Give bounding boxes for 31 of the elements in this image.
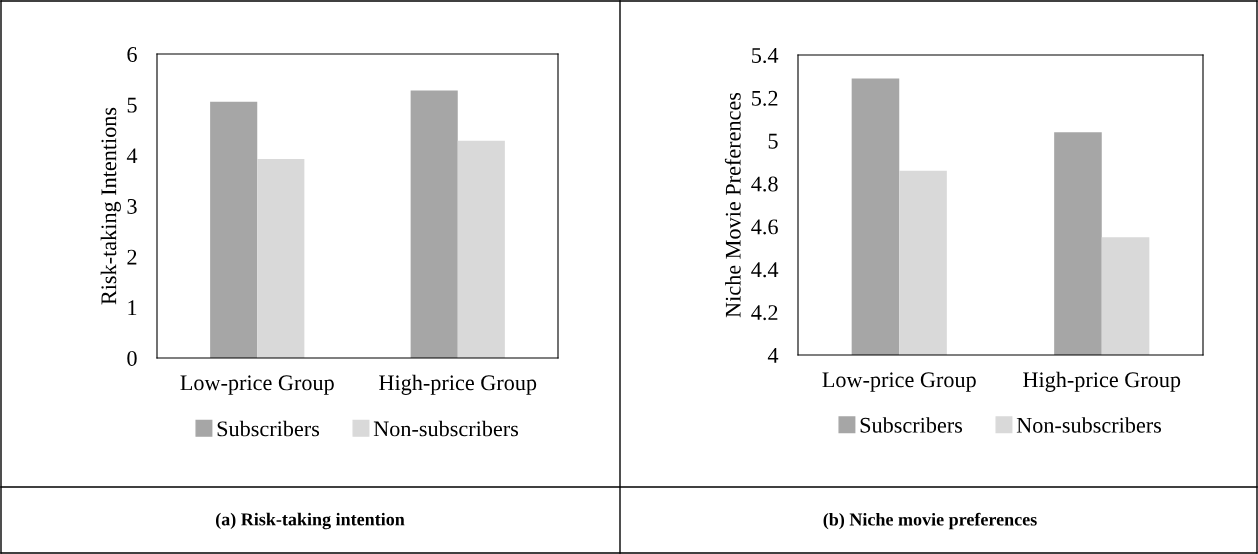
x-tick-label: Low-price Group <box>180 375 334 395</box>
y-tick-label: 4.6 <box>751 219 778 235</box>
x-tick-label: High-price Group <box>1023 371 1181 392</box>
legend-label: Non-subscribers <box>373 420 519 437</box>
x-tick-label: High-price Group <box>379 374 537 395</box>
legend-label: Subscribers <box>860 417 963 433</box>
x-tick-label: Low-price Group <box>822 372 976 392</box>
text: (a) Risk-taking intention <box>215 512 405 530</box>
bar <box>210 101 258 358</box>
bar <box>457 140 505 358</box>
y-axis-title: Niche Movie Preferences <box>724 92 741 318</box>
y-axis-title: Risk-taking Intentions <box>100 107 121 305</box>
y-tick-label: 5.4 <box>752 48 779 64</box>
y-tick-label: 4.2 <box>751 305 778 321</box>
y-tick-label: 4.8 <box>751 176 778 192</box>
legend-label: Subscribers <box>217 420 320 437</box>
y-tick-label: 5 <box>127 97 137 113</box>
y-tick-label: 1 <box>128 300 137 316</box>
y-tick-label: 5.2 <box>752 90 778 106</box>
y-tick-label: 3 <box>127 198 137 214</box>
bar <box>410 90 458 358</box>
legend-label: Non-subscribers <box>1016 417 1162 433</box>
y-tick-label: 4 <box>767 348 779 363</box>
y-tick-label: 4.4 <box>751 262 779 278</box>
y-tick-label: 4 <box>126 148 138 164</box>
y-tick-label: 5 <box>768 133 778 149</box>
y-tick-label: 6 <box>127 46 137 62</box>
y-tick-label: 2 <box>127 249 137 265</box>
text: (b) Niche movie preferences <box>823 512 1037 530</box>
bar <box>257 158 305 358</box>
y-tick-label: 0 <box>127 350 137 366</box>
